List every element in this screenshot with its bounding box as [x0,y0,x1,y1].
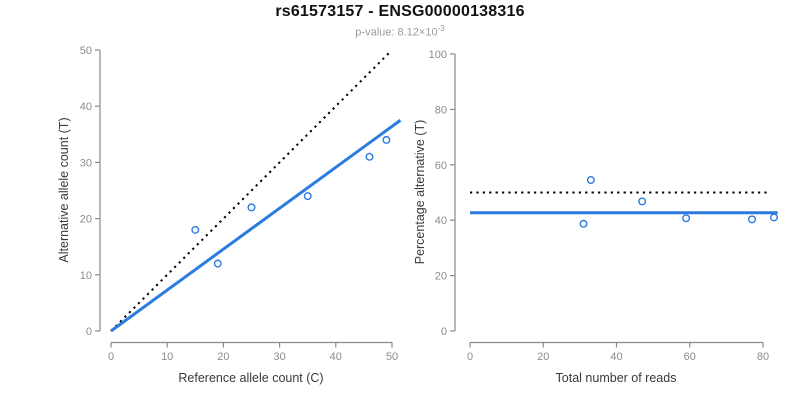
x-tick-label: 50 [386,351,398,363]
y-tick-label: 20 [435,271,447,283]
y-tick-label: 0 [86,326,92,338]
figure-subtitle: p-value: 8.12×10-3 [0,24,800,39]
panel-allele-counts: 0 10 20 30 40 50 0 10 20 30 40 50 [80,45,402,363]
y-tick-label: 10 [80,270,92,282]
x-tick-label: 80 [757,351,769,363]
y-tick-label: 40 [435,215,447,227]
fitted-ratio-line [110,119,402,333]
y-tick-label: 40 [80,101,92,113]
data-point [579,219,588,228]
x-tick-label: 20 [537,351,549,363]
p-value-text: p-value: 8.12×10 [355,26,438,39]
data-point [213,259,222,268]
y-tick-label: 20 [80,214,92,226]
x-tick-label: 20 [217,351,229,363]
data-point [382,135,391,144]
data-point [748,215,757,224]
x-tick-label: 60 [684,351,696,363]
identity-line [110,52,390,332]
y-tick-label: 0 [441,326,447,338]
y-tick-label: 100 [429,49,447,61]
x-tick-label: 0 [467,351,473,363]
p-value-exponent: -3 [437,24,445,33]
y-tick-label: 80 [435,104,447,116]
right-yaxis-title: Percentage alternative (T) [413,120,427,265]
panel-percentage-vs-coverage: 0 20 40 60 80 0 20 40 60 80 100 [429,49,778,363]
left-xaxis-title: Reference allele count (C) [178,371,323,385]
x-tick-label: 10 [161,351,173,363]
right-xaxis-title: Total number of reads [556,371,677,385]
y-tick-label: 60 [435,160,447,172]
data-point [365,152,374,161]
y-tick-label: 50 [80,45,92,57]
x-tick-label: 40 [610,351,622,363]
x-tick-label: 40 [330,351,342,363]
figure-title: rs61573157 - ENSG00000138316 [275,3,525,20]
data-point [769,213,778,222]
data-point [303,192,312,201]
data-point [682,214,691,223]
data-point [586,176,595,185]
y-tick-label: 30 [80,157,92,169]
x-tick-label: 0 [108,351,114,363]
plot-panels: 0 10 20 30 40 50 0 10 20 30 40 50 0 20 40 60 80 0 20 40 60 80… [80,45,778,363]
data-point [638,197,647,206]
x-tick-label: 30 [273,351,285,363]
left-yaxis-title: Alternative allele count (T) [57,117,71,262]
data-point [191,225,200,234]
data-point [247,203,256,212]
